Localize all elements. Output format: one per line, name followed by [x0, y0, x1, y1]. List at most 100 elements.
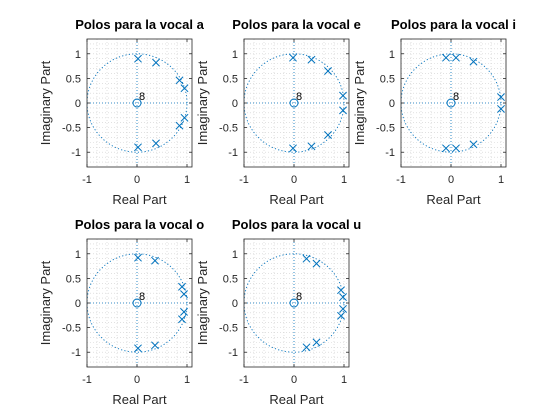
subplot-title: Polos para la vocal i [391, 17, 516, 32]
y-axis-label: Imaginary Part [38, 260, 53, 345]
pole-marker [152, 58, 160, 67]
pole-marker [152, 139, 160, 148]
x-tick-label: 1 [184, 374, 190, 386]
y-axis-label: Imaginary Part [38, 60, 53, 145]
zero-marker [289, 98, 299, 108]
zero-multiplicity-label: 8 [139, 91, 145, 103]
pole-marker [497, 93, 505, 102]
y-tick-label: -0.5 [219, 123, 238, 135]
y-tick-label: -0.5 [62, 123, 81, 135]
y-tick-label: -1 [228, 147, 238, 159]
x-tick-label: -1 [82, 174, 92, 186]
x-tick-label: 0 [134, 374, 140, 386]
pole-marker [180, 84, 189, 93]
y-tick-label: 1 [232, 49, 238, 61]
x-tick-label: -1 [239, 174, 249, 186]
y-axis-label: Imaginary Part [195, 60, 210, 145]
y-tick-label: 0.5 [66, 273, 81, 285]
subplot-title: Polos para la vocal o [75, 217, 204, 232]
x-axis-label: Real Part [269, 392, 324, 407]
pole-marker [337, 311, 345, 320]
pole-marker [337, 286, 345, 295]
zero-marker [289, 298, 299, 308]
y-tick-label: -1 [71, 147, 81, 159]
subplot-title: Polos para la vocal u [232, 217, 361, 232]
pole-marker [307, 55, 316, 64]
zero-marker [132, 298, 142, 308]
subplot-1: -1 0 1 -1 -0.5 0 0.5 1 8 Polos para la vocal a Rea… [38, 17, 205, 207]
pole-marker [134, 54, 142, 63]
zero-multiplicity-label: 8 [453, 91, 459, 103]
x-tick-label: 1 [184, 174, 190, 186]
zero-multiplicity-label: 8 [296, 91, 302, 103]
y-tick-label: 0.5 [380, 73, 395, 85]
pole-marker [339, 293, 347, 302]
y-tick-label: 1 [389, 49, 395, 61]
x-tick-label: -1 [82, 374, 92, 386]
y-tick-label: -1 [71, 347, 81, 359]
x-axis-label: Real Part [426, 192, 481, 207]
pole-marker [312, 259, 321, 268]
y-tick-label: -0.5 [219, 323, 238, 335]
unit-circle [87, 253, 188, 353]
x-tick-label: 1 [341, 374, 347, 386]
pole-marker [178, 282, 186, 291]
zero-marker [132, 98, 142, 108]
unit-circle [244, 253, 345, 353]
x-tick-label: -1 [396, 174, 406, 186]
x-tick-label: 1 [498, 174, 504, 186]
pole-marker [339, 106, 347, 115]
pole-marker [289, 53, 297, 62]
x-tick-label: 0 [291, 374, 297, 386]
pole-marker [175, 121, 184, 130]
pole-marker [180, 113, 189, 122]
y-axis-label: Imaginary Part [195, 260, 210, 345]
subplot-5: -1 0 1 -1 -0.5 0 0.5 1 8 Polos para la vocal u Rea… [195, 217, 361, 407]
pole-marker [307, 142, 316, 151]
subplot-4: -1 0 1 -1 -0.5 0 0.5 1 8 Polos para la vocal o Rea… [38, 217, 204, 407]
x-tick-label: 0 [134, 174, 140, 186]
unit-circle [401, 53, 502, 153]
zero-multiplicity-label: 8 [296, 291, 302, 303]
x-tick-label: 1 [341, 174, 347, 186]
pole-marker [178, 315, 186, 324]
pole-marker [339, 304, 347, 313]
zero-multiplicity-label: 8 [139, 291, 145, 303]
zero-marker [446, 98, 456, 108]
y-tick-label: 0 [389, 98, 395, 110]
y-tick-label: 0 [75, 98, 81, 110]
y-tick-label: 0 [232, 98, 238, 110]
pole-marker [180, 290, 188, 299]
y-tick-label: 0.5 [223, 273, 238, 285]
y-tick-label: 0.5 [66, 73, 81, 85]
pole-marker [302, 254, 311, 263]
pole-marker [151, 256, 159, 265]
y-tick-label: 1 [75, 49, 81, 61]
unit-circle [244, 53, 345, 153]
pole-marker [497, 104, 505, 113]
pole-marker [324, 131, 332, 139]
pole-marker [452, 144, 460, 153]
pole-marker [324, 67, 332, 75]
pole-marker [302, 343, 311, 352]
y-tick-label: 0 [232, 298, 238, 310]
y-tick-label: -0.5 [62, 323, 81, 335]
pole-marker [289, 144, 297, 153]
subplot-3: -1 0 1 -1 -0.5 0 0.5 1 8 Polos para la vocal i Rea… [352, 17, 516, 207]
pole-marker [442, 53, 450, 62]
y-tick-label: 0 [75, 298, 81, 310]
pole-marker [134, 143, 142, 152]
pole-marker [469, 140, 478, 149]
x-axis-label: Real Part [112, 192, 167, 207]
subplot-2: -1 0 1 -1 -0.5 0 0.5 1 8 Polos para la vocal e Rea… [195, 17, 361, 207]
pole-marker [452, 53, 460, 62]
y-tick-label: -1 [385, 147, 395, 159]
y-tick-label: -1 [228, 347, 238, 359]
x-tick-label: 0 [448, 174, 454, 186]
pole-marker [469, 57, 478, 66]
pole-marker [312, 338, 321, 347]
pole-marker [339, 91, 347, 100]
y-tick-label: -0.5 [376, 123, 395, 135]
y-axis-label: Imaginary Part [352, 60, 367, 145]
